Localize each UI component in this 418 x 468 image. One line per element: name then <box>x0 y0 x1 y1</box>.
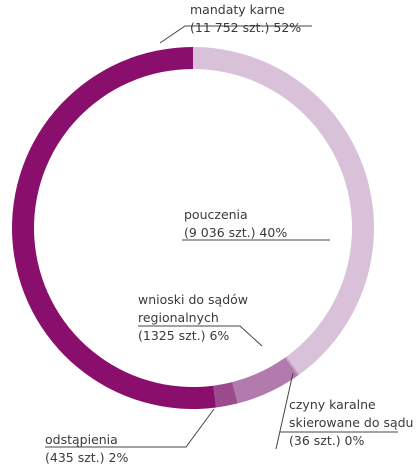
slice-label: czyny karalne skierowane do sądu (36 szt.… <box>289 396 414 450</box>
leader-line <box>159 25 312 44</box>
slice-label: wnioski do sądów regionalnych (1325 szt.)… <box>138 291 253 345</box>
slice-label: odstąpienia (435 szt.) 2% <box>45 431 225 467</box>
slice-label: mandaty karne (11 752 szt.) 52% <box>190 1 390 37</box>
value-label: (36 szt.) 0% <box>289 433 365 448</box>
leader-line <box>45 408 215 448</box>
slices <box>12 47 374 409</box>
leader-line <box>138 325 263 347</box>
category-label: wnioski do sądów regionalnych <box>138 292 248 325</box>
category-label: odstąpienia <box>45 432 118 447</box>
slice-label: pouczenia (9 036 szt.) 40% <box>184 206 384 242</box>
donut-slice <box>285 356 300 376</box>
value-label: (9 036 szt.) 40% <box>184 225 288 240</box>
category-label: pouczenia <box>184 207 248 222</box>
category-label: czyny karalne skierowane do sądu <box>289 397 414 430</box>
donut-slice <box>213 382 238 408</box>
value-label: (1325 szt.) 6% <box>138 328 230 343</box>
value-label: (11 752 szt.) 52% <box>190 20 302 35</box>
value-label: (435 szt.) 2% <box>45 450 129 465</box>
donut-slice <box>193 47 374 375</box>
leader-line <box>275 372 294 450</box>
category-label: mandaty karne <box>190 2 285 17</box>
donut-slice <box>232 357 298 404</box>
